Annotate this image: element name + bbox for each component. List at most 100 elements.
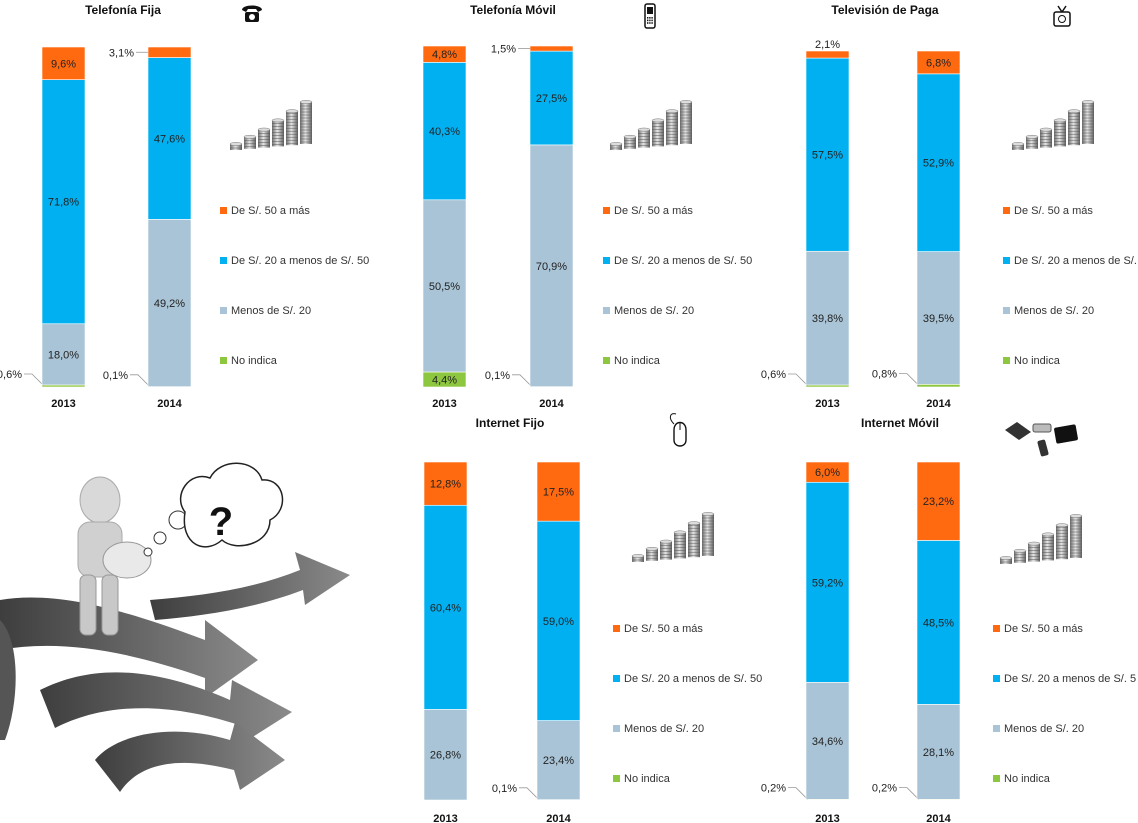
mobile-devices-icon xyxy=(1005,422,1078,457)
question-mark: ? xyxy=(209,500,233,544)
legend-item-de-s-50-a-mas: De S/. 50 a más xyxy=(613,623,703,635)
legend-label: De S/. 20 a menos de S/. 50 xyxy=(624,673,762,685)
data-label-no-indica-2013: 4,4% xyxy=(432,374,457,386)
data-label-de-s-20-a-menos-de-s-50-2014: 59,0% xyxy=(543,616,574,628)
data-label-de-s-50-a-mas-2014: 1,5% xyxy=(491,44,516,56)
legend-swatch xyxy=(1003,257,1010,264)
data-label-no-indica-2014: 0,2% xyxy=(872,783,897,795)
piggy-bank-icon xyxy=(102,541,152,579)
legend-swatch xyxy=(993,775,1000,782)
legend-item-de-s-50-a-mas: De S/. 50 a más xyxy=(603,205,693,217)
legend-swatch xyxy=(220,207,227,214)
chart-title: Telefonía Móvil xyxy=(470,3,556,17)
legend-label: De S/. 50 a más xyxy=(231,205,310,217)
crossroads-illustration: ? xyxy=(0,462,350,792)
legend-swatch xyxy=(603,307,610,314)
x-axis-label-2014: 2014 xyxy=(926,398,951,410)
legend-label: Menos de S/. 20 xyxy=(231,305,311,317)
mouse-icon xyxy=(669,413,687,447)
data-label-de-s-50-a-mas-2014: 6,8% xyxy=(926,57,951,69)
bar-segment-menos-de-s-20-2013 xyxy=(41,323,86,386)
data-label-menos-de-s-20-2013: 39,8% xyxy=(812,313,843,325)
charts-layer: Telefonía Fija 0,6% 18,0% 71,8% 9,6% 2013 0,1%… xyxy=(0,3,1138,823)
bar-segment-de-s-50-a-mas-2014 xyxy=(147,46,192,58)
bar-segment-de-s-50-a-mas-2013 xyxy=(805,50,850,59)
leader-line xyxy=(899,787,920,800)
data-label-de-s-50-a-mas-2013: 4,8% xyxy=(432,49,457,61)
legend-swatch xyxy=(220,257,227,264)
thought-bubble: ? xyxy=(143,462,284,557)
data-label-de-s-20-a-menos-de-s-50-2013: 59,2% xyxy=(812,577,843,589)
legend-swatch xyxy=(613,775,620,782)
legend-label: No indica xyxy=(1004,773,1051,785)
legend-item-no-indica: No indica xyxy=(993,773,1051,785)
leader-line xyxy=(512,374,533,388)
x-axis-label-2014: 2014 xyxy=(546,813,571,823)
bar-segment-no-indica-2013 xyxy=(805,384,850,388)
chart-internet-fijo: Internet Fijo 26,8% 60,4% 12,8% 2013 0,1% 23,4… xyxy=(423,413,762,823)
data-label-menos-de-s-20-2014: 39,5% xyxy=(923,313,954,325)
legend-swatch xyxy=(613,675,620,682)
chart-telefonia-movil: Telefonía Móvil 4,4% 50,5% 40,3% 4,8% 2013 0,1… xyxy=(422,3,752,410)
x-axis-label-2013: 2013 xyxy=(815,398,839,410)
legend-swatch xyxy=(1003,207,1010,214)
chart-telefonia-fija: Telefonía Fija 0,6% 18,0% 71,8% 9,6% 2013 0,1%… xyxy=(0,3,369,410)
legend-swatch xyxy=(603,357,610,364)
legend-item-de-s-50-a-mas: De S/. 50 a más xyxy=(1003,205,1093,217)
bar-segment-de-s-20-a-menos-de-s-50-2013 xyxy=(422,62,467,201)
telephone-icon xyxy=(242,5,262,22)
legend-item-menos-de-s-20: Menos de S/. 20 xyxy=(1003,305,1094,317)
coin-stacks-icon xyxy=(999,514,1083,564)
legend-item-de-s-20-a-menos-de-s-50: De S/. 20 a menos de S/. 50 xyxy=(613,673,762,685)
tv-antenna-icon xyxy=(1053,5,1071,27)
bar-segment-de-s-50-a-mas-2014 xyxy=(916,50,961,75)
legend-swatch xyxy=(993,625,1000,632)
bar-segment-de-s-50-a-mas-2014 xyxy=(529,45,574,52)
x-axis-label-2013: 2013 xyxy=(815,813,839,823)
mobile-phone-icon xyxy=(644,3,656,29)
data-label-de-s-20-a-menos-de-s-50-2013: 57,5% xyxy=(812,150,843,162)
legend-item-menos-de-s-20: Menos de S/. 20 xyxy=(613,723,704,735)
coin-stacks-icon xyxy=(229,100,313,150)
data-label-de-s-20-a-menos-de-s-50-2013: 71,8% xyxy=(48,197,79,209)
legend-item-no-indica: No indica xyxy=(603,355,661,367)
coin-stacks-icon xyxy=(1011,100,1095,150)
legend-item-de-s-20-a-menos-de-s-50: De S/. 20 a menos de S/. 50 xyxy=(603,255,752,267)
data-label-de-s-20-a-menos-de-s-50-2013: 60,4% xyxy=(430,602,461,614)
data-label-de-s-20-a-menos-de-s-50-2014: 48,5% xyxy=(923,617,954,629)
bar-segment-de-s-20-a-menos-de-s-50-2014 xyxy=(916,540,961,705)
leader-line xyxy=(130,374,151,388)
legend-label: No indica xyxy=(231,355,278,367)
data-label-de-s-20-a-menos-de-s-50-2014: 27,5% xyxy=(536,93,567,105)
legend-item-de-s-50-a-mas: De S/. 50 a más xyxy=(220,205,310,217)
bar-segment-menos-de-s-20-2013 xyxy=(422,199,467,373)
legend-label: De S/. 50 a más xyxy=(624,623,703,635)
legend-label: Menos de S/. 20 xyxy=(1014,305,1094,317)
legend-swatch xyxy=(993,725,1000,732)
bar-segment-de-s-20-a-menos-de-s-50-2013 xyxy=(805,57,850,252)
coin-stacks-icon xyxy=(609,100,693,150)
data-label-no-indica-2014: 0,1% xyxy=(103,370,128,382)
x-axis-label-2013: 2013 xyxy=(433,813,457,823)
chart-television-de-paga: Televisión de Paga 0,6% 39,8% 57,5% 2,1% 2013… xyxy=(761,3,1138,410)
chart-title: Telefonía Fija xyxy=(85,3,161,17)
data-label-menos-de-s-20-2014: 70,9% xyxy=(536,261,567,273)
bar-segment-menos-de-s-20-2013 xyxy=(423,709,468,801)
data-label-no-indica-2013: 0,6% xyxy=(0,369,22,381)
legend-swatch xyxy=(220,307,227,314)
data-label-menos-de-s-20-2014: 28,1% xyxy=(923,747,954,759)
road-arrows xyxy=(0,552,350,792)
leader-line xyxy=(24,373,45,387)
bar-segment-de-s-20-a-menos-de-s-50-2013 xyxy=(41,79,86,325)
bar-segment-de-s-20-a-menos-de-s-50-2014 xyxy=(536,520,581,721)
data-label-de-s-50-a-mas-2013: 2,1% xyxy=(815,39,840,51)
legend-item-no-indica: No indica xyxy=(613,773,671,785)
chart-title: Internet Fijo xyxy=(476,416,545,430)
bar-segment-de-s-50-a-mas-2013 xyxy=(423,461,468,506)
legend-label: De S/. 20 a menos de S/. 50 xyxy=(1014,255,1138,267)
legend-swatch xyxy=(613,625,620,632)
data-label-de-s-50-a-mas-2013: 6,0% xyxy=(815,467,840,479)
legend-item-no-indica: No indica xyxy=(220,355,278,367)
bar-segment-menos-de-s-20-2013 xyxy=(805,682,850,800)
legend-label: De S/. 50 a más xyxy=(1014,205,1093,217)
